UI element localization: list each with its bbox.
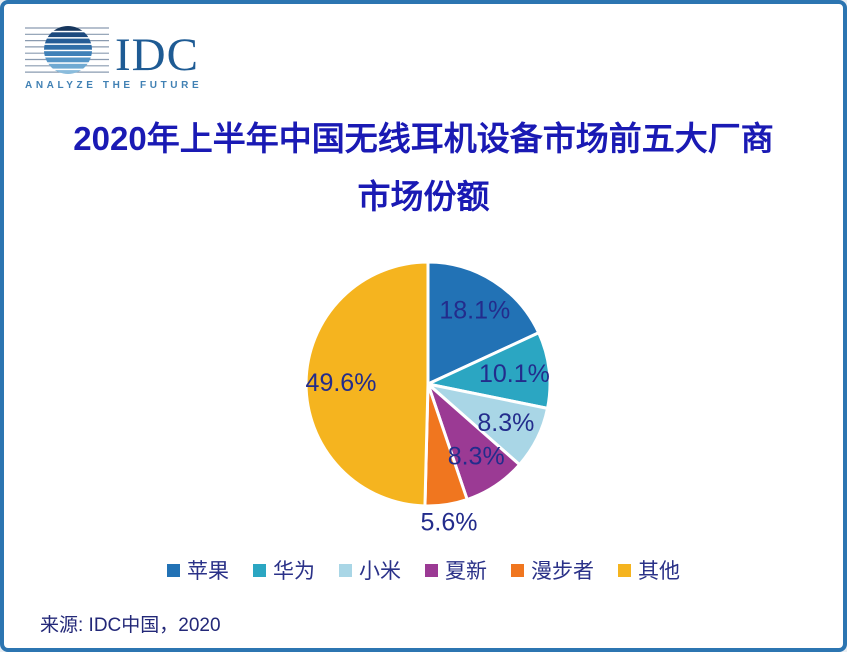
legend-swatch-icon	[511, 563, 524, 577]
pie-label-小米: 8.3%	[477, 409, 534, 437]
chart-legend: 苹果 华为 小米 夏新 漫步者 其他	[4, 555, 843, 585]
legend-item-其他: 其他	[618, 555, 680, 585]
chart-title-line2: 市场份额	[357, 178, 490, 215]
idc-logo-tagline: ANALYZE THE FUTURE	[25, 80, 203, 91]
pie-label-华为: 10.1%	[479, 360, 550, 388]
chart-title-line1: 2020年上半年中国无线耳机设备市场前五大厂商	[73, 120, 774, 157]
legend-swatch-icon	[167, 563, 180, 577]
chart-title: 2020年上半年中国无线耳机设备市场前五大厂商 市场份额	[4, 110, 843, 226]
legend-label: 华为	[273, 560, 315, 583]
legend-item-漫步者: 漫步者	[511, 555, 594, 585]
pie-label-夏新: 8.3%	[448, 442, 505, 470]
legend-swatch-icon	[339, 563, 352, 577]
legend-label: 其他	[638, 560, 680, 583]
legend-item-苹果: 苹果	[167, 555, 229, 585]
legend-swatch-icon	[618, 563, 631, 577]
legend-item-小米: 小米	[339, 555, 401, 585]
legend-label: 小米	[359, 560, 401, 583]
idc-globe-icon	[25, 26, 109, 74]
pie-label-其他: 49.6%	[306, 369, 377, 397]
legend-item-华为: 华为	[253, 555, 315, 585]
pie-label-漫步者: 5.6%	[421, 508, 478, 536]
legend-swatch-icon	[425, 563, 438, 577]
legend-swatch-icon	[253, 563, 266, 577]
idc-logo: IDC ANALYZE THE FUTURE	[25, 24, 225, 91]
legend-label: 苹果	[187, 560, 229, 583]
pie-chart: 18.1% 10.1% 8.3% 8.3% 5.6% 49.6%	[268, 224, 588, 544]
legend-label: 夏新	[445, 560, 487, 583]
legend-item-夏新: 夏新	[425, 555, 487, 585]
pie-slice-苹果	[426, 260, 541, 386]
source-note: 来源: IDC中国，2020	[40, 615, 221, 636]
pie-label-苹果: 18.1%	[439, 297, 510, 325]
idc-logo-wordmark: IDC	[115, 29, 199, 81]
legend-label: 漫步者	[531, 560, 594, 583]
pie-slice-其他	[304, 260, 430, 508]
